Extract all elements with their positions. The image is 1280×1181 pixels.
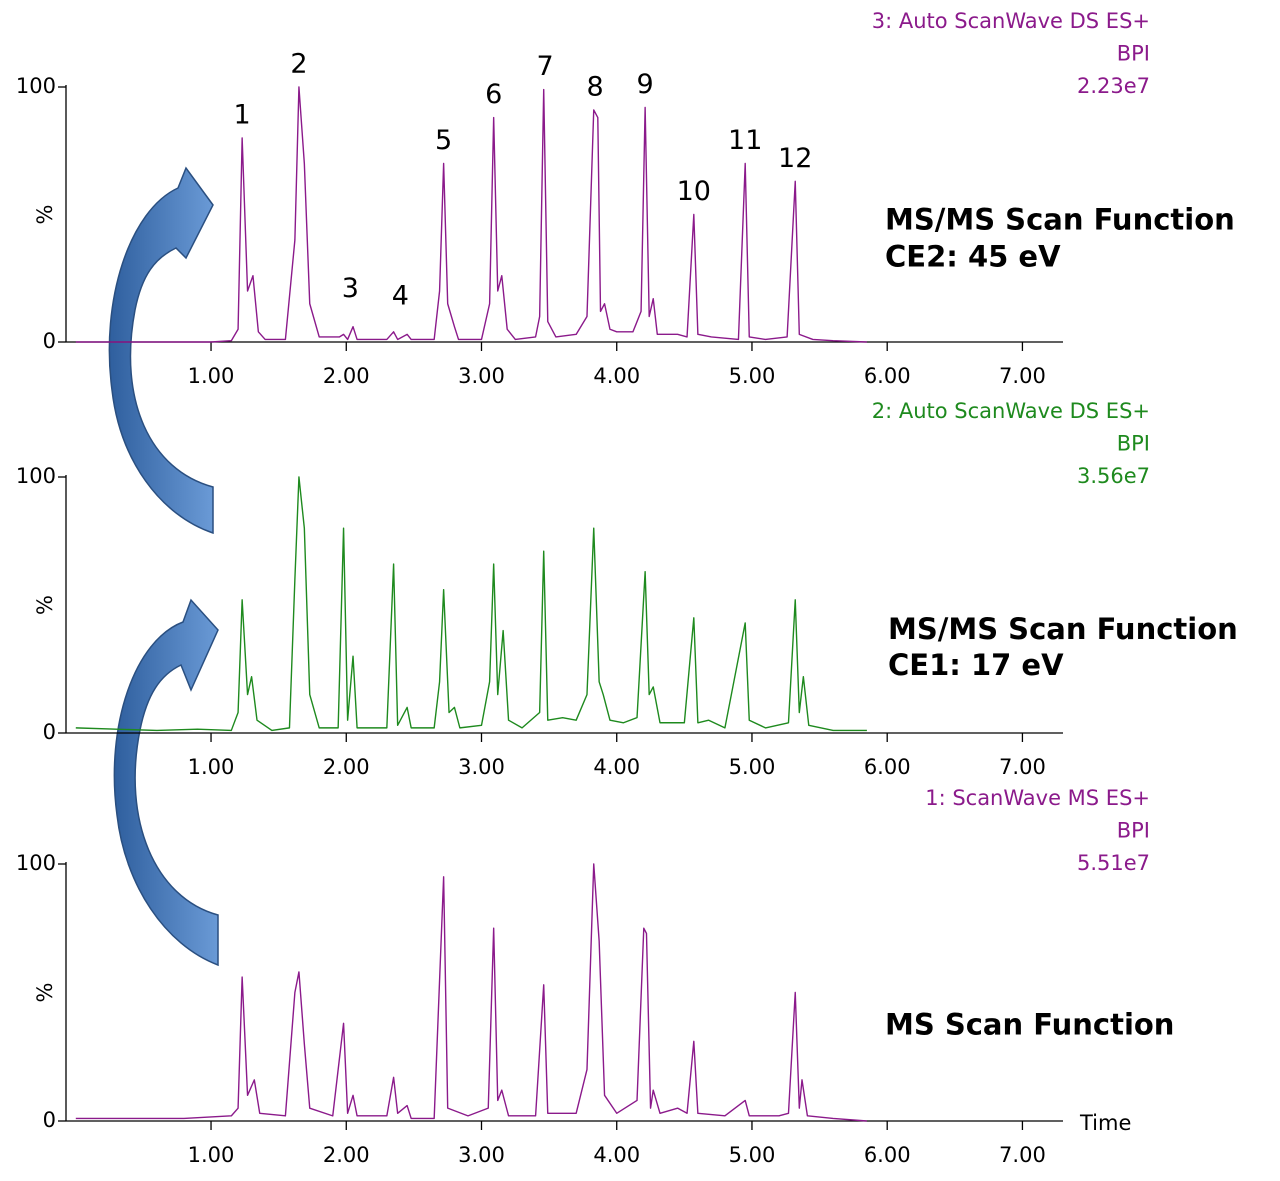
x-tick-label: 7.00 (999, 1143, 1046, 1167)
function-label: MS/MS Scan Function (885, 203, 1235, 237)
x-tick-label: 1.00 (188, 364, 235, 388)
peak-label: 6 (485, 79, 502, 110)
x-tick-label: 2.00 (323, 1143, 370, 1167)
x-tick-label: 1.00 (188, 755, 235, 779)
peak-label: 7 (536, 51, 553, 82)
peak-label: 3 (342, 273, 359, 304)
function-label: CE1: 17 eV (888, 648, 1064, 682)
chromatogram-line (75, 863, 867, 1122)
peak-label: 11 (728, 125, 762, 156)
peak-label: 10 (677, 176, 711, 207)
x-tick-label: 5.00 (729, 755, 776, 779)
y-tick-label: 0 (43, 720, 56, 744)
y-tick-label: 100 (16, 851, 56, 875)
x-axis-label: Time (1079, 1111, 1131, 1135)
trace-label: BPI (1117, 42, 1150, 66)
function-label: CE2: 45 eV (885, 240, 1061, 274)
x-tick-label: 2.00 (323, 364, 370, 388)
x-tick-label: 5.00 (729, 1143, 776, 1167)
arrow-decoration (113, 598, 219, 967)
trace-label: 1: ScanWave MS ES+ (925, 786, 1150, 810)
x-tick-label: 2.00 (323, 755, 370, 779)
x-tick-label: 4.00 (593, 1143, 640, 1167)
trace-label: BPI (1117, 819, 1150, 843)
chromatogram-line (75, 86, 867, 343)
y-tick-label: 0 (43, 329, 56, 353)
peak-label: 8 (587, 71, 604, 102)
y-tick-label: 0 (43, 1108, 56, 1132)
function-label: MS Scan Function (885, 1008, 1174, 1042)
y-axis-label: % (33, 205, 57, 225)
x-tick-label: 6.00 (864, 364, 911, 388)
x-tick-label: 3.00 (458, 1143, 505, 1167)
peak-label: 12 (778, 143, 812, 174)
y-axis-label: % (33, 595, 57, 615)
trace-label: 3.56e7 (1077, 464, 1150, 488)
x-tick-label: 4.00 (593, 364, 640, 388)
trace-label: 2: Auto ScanWave DS ES+ (872, 399, 1150, 423)
trace-label: 2.23e7 (1077, 74, 1150, 98)
y-tick-label: 100 (16, 74, 56, 98)
peak-label: 5 (435, 125, 452, 156)
x-tick-label: 7.00 (999, 364, 1046, 388)
trace-label: 5.51e7 (1077, 851, 1150, 875)
chromatogram-line (75, 476, 867, 732)
peak-label: 9 (637, 69, 654, 100)
arrow-decoration (108, 166, 214, 535)
x-tick-label: 1.00 (188, 1143, 235, 1167)
y-tick-label: 100 (16, 464, 56, 488)
x-tick-label: 6.00 (864, 1143, 911, 1167)
trace-label: 3: Auto ScanWave DS ES+ (872, 9, 1150, 33)
x-tick-label: 3.00 (458, 755, 505, 779)
x-tick-label: 7.00 (999, 755, 1046, 779)
y-axis-label: % (33, 983, 57, 1003)
function-label: MS/MS Scan Function (888, 612, 1238, 646)
peak-label: 1 (234, 100, 251, 131)
trace-label: BPI (1117, 432, 1150, 456)
x-tick-label: 5.00 (729, 364, 776, 388)
x-tick-label: 6.00 (864, 755, 911, 779)
x-tick-label: 3.00 (458, 364, 505, 388)
peak-label: 2 (290, 49, 307, 80)
peak-label: 4 (392, 281, 409, 312)
x-tick-label: 4.00 (593, 755, 640, 779)
